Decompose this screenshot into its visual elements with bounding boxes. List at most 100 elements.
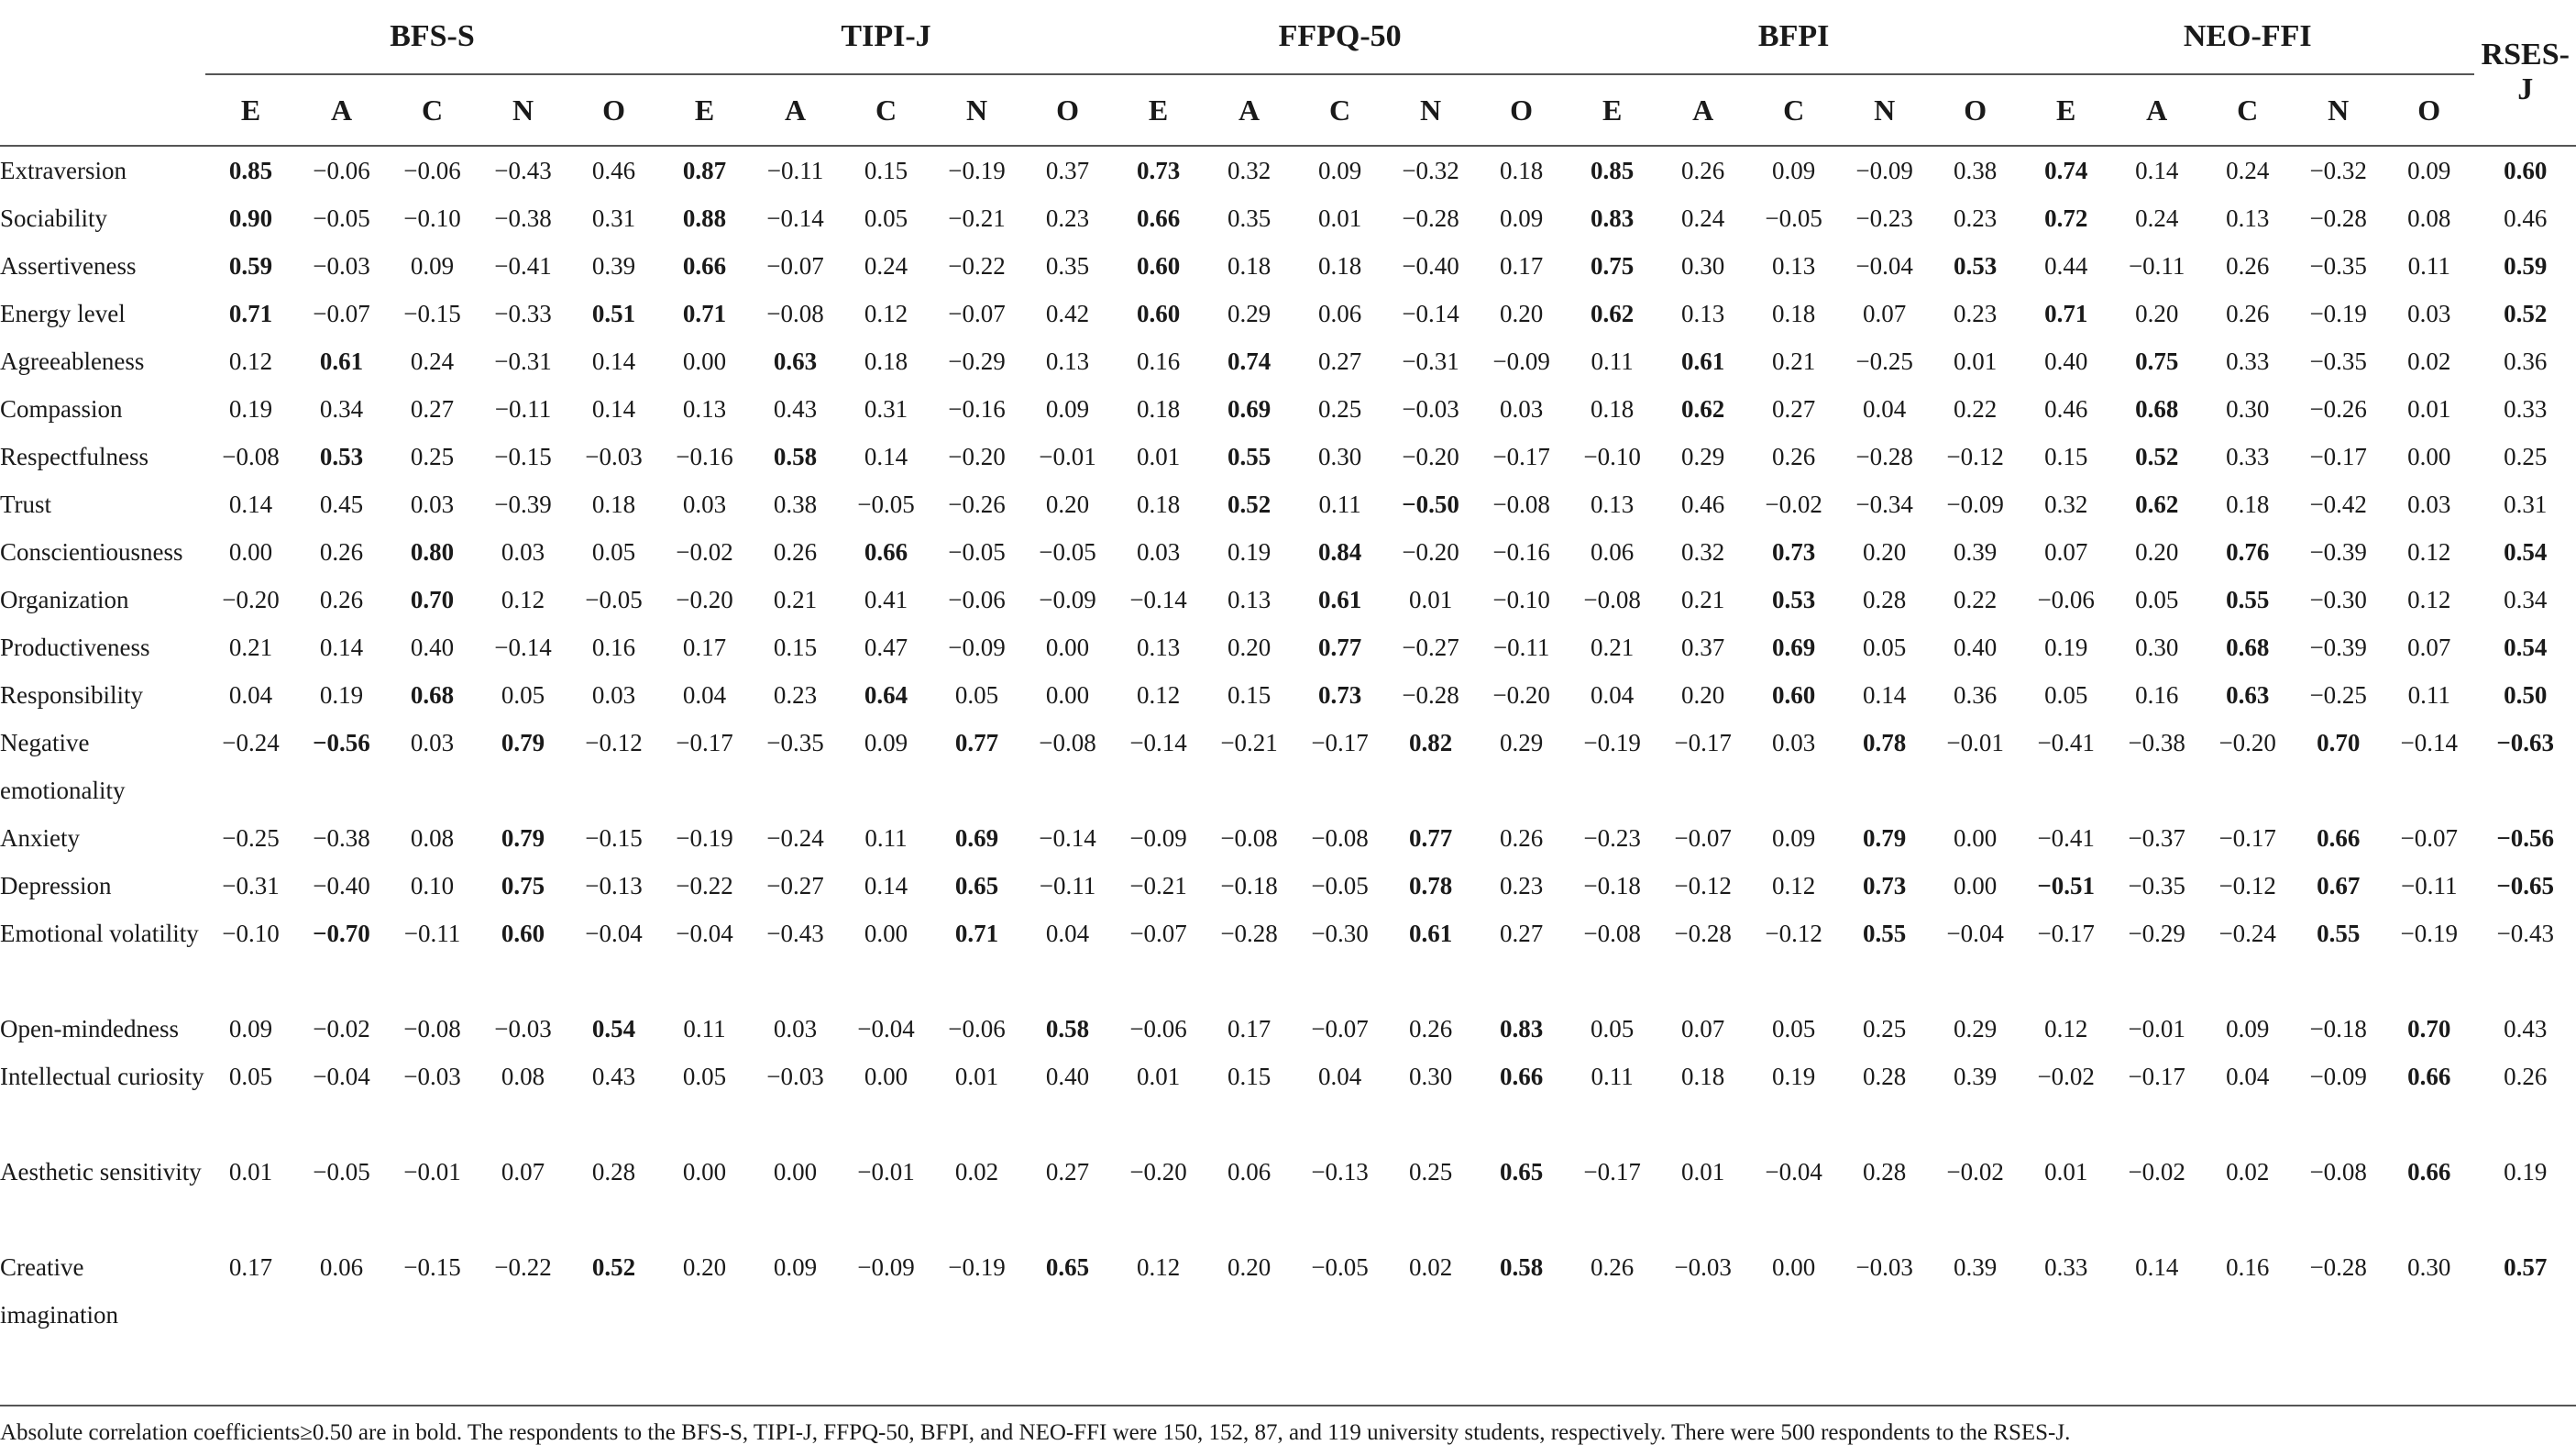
table-row: Open-mindedness 0.09 −0.02 −0.08 −0.03 0.54 0.… <box>0 1005 2576 1053</box>
table-row: Organization −0.20 0.26 0.70 0.12 −0.05 −0.20 0… <box>0 576 2576 623</box>
value-cell: −0.18 <box>2309 1015 2367 1042</box>
table-row: Extraversion 0.85 −0.06 −0.06 −0.43 0.46 0.87 −… <box>0 146 2576 194</box>
value-cell: −0.04 <box>585 920 643 947</box>
table-row: Intellectual curiosity 0.05 −0.04 −0.03 0.08… <box>0 1053 2576 1148</box>
value-cell: −0.05 <box>585 586 643 613</box>
value-cell: 0.46 <box>591 157 636 184</box>
value-cell: −0.16 <box>1492 538 1550 566</box>
value-cell: 0.77 <box>1317 634 1362 661</box>
value-cell: −0.51 <box>2037 872 2095 899</box>
value-cell: 0.04 <box>228 681 273 709</box>
value-cell: 0.13 <box>1227 586 1271 613</box>
value-cell: 0.09 <box>2226 1015 2270 1042</box>
value-cell: 0.25 <box>1863 1015 1907 1042</box>
value-cell: −0.06 <box>403 157 461 184</box>
value-cell: −0.04 <box>1765 1158 1822 1186</box>
value-cell: 0.29 <box>1954 1015 1998 1042</box>
value-cell: 0.30 <box>2135 634 2179 661</box>
value-cell: −0.20 <box>2218 729 2276 756</box>
value-cell: 0.29 <box>1499 729 1544 756</box>
value-cell: 0.13 <box>1591 491 1635 518</box>
value-cell: 0.70 <box>2317 729 2361 756</box>
value-cell: 0.23 <box>1045 204 1090 232</box>
table-body: Extraversion 0.85 −0.06 −0.06 −0.43 0.46 0.87 −… <box>0 146 2576 1346</box>
value-cell: 0.54 <box>591 1015 636 1042</box>
value-cell: 0.26 <box>1681 157 1725 184</box>
value-cell: 0.25 <box>410 443 455 470</box>
value-cell: −0.31 <box>1402 347 1459 375</box>
value-cell: 0.00 <box>1045 681 1090 709</box>
value-cell: 0.07 <box>1681 1015 1725 1042</box>
value-cell: 0.10 <box>410 872 455 899</box>
row-label: Agreeableness <box>0 347 145 375</box>
value-cell: −0.06 <box>948 586 1006 613</box>
row-label: Productiveness <box>0 634 150 661</box>
value-cell: −0.20 <box>1402 443 1459 470</box>
value-cell: −0.09 <box>1039 586 1096 613</box>
value-cell: 0.78 <box>1863 729 1907 756</box>
value-cell: 0.55 <box>2317 920 2361 947</box>
value-cell: 0.70 <box>410 586 455 613</box>
value-cell: 0.16 <box>1136 347 1181 375</box>
value-cell: 0.18 <box>864 347 908 375</box>
value-cell: −0.26 <box>948 491 1006 518</box>
value-cell: −0.32 <box>1402 157 1459 184</box>
value-cell: 0.13 <box>1681 300 1725 327</box>
value-cell: 0.14 <box>864 872 908 899</box>
value-cell: 0.71 <box>2044 300 2088 327</box>
value-cell: 0.06 <box>319 1253 364 1281</box>
corner-cell <box>0 0 205 147</box>
value-cell: −0.05 <box>313 1158 370 1186</box>
value-cell: 0.04 <box>1045 920 1090 947</box>
value-cell: 0.01 <box>1681 1158 1725 1186</box>
rses-value-cell: 0.52 <box>2504 300 2548 327</box>
row-label: Organization <box>0 586 129 613</box>
trait-header: A <box>296 74 387 147</box>
value-cell: 0.55 <box>2226 586 2270 613</box>
value-cell: 0.27 <box>410 395 455 423</box>
value-cell: 0.26 <box>319 538 364 566</box>
value-cell: −0.13 <box>585 872 643 899</box>
rses-header: RSES-J <box>2474 0 2576 147</box>
value-cell: 0.70 <box>2407 1015 2451 1042</box>
group-header-row: BFS-S TIPI-J FFPQ-50 BFPI NEO-FFI RSES-J <box>0 0 2576 147</box>
value-cell: 0.27 <box>1045 1158 1090 1186</box>
value-cell: −0.31 <box>494 347 552 375</box>
value-cell: 0.64 <box>864 681 908 709</box>
value-cell: 0.19 <box>1772 1063 1816 1090</box>
trait-header: E <box>659 74 751 147</box>
value-cell: −0.11 <box>2400 872 2458 899</box>
rses-value-cell: −0.43 <box>2496 920 2554 947</box>
value-cell: 0.03 <box>410 729 455 756</box>
value-cell: 0.44 <box>2044 252 2088 280</box>
value-cell: 0.11 <box>1591 1063 1634 1090</box>
value-cell: 0.14 <box>591 347 636 375</box>
value-cell: −0.15 <box>403 1253 461 1281</box>
value-cell: 0.17 <box>682 634 727 661</box>
table-row: Trust 0.14 0.45 0.03 −0.39 0.18 0.03 0.38 −0.05 −… <box>0 480 2576 528</box>
value-cell: −0.12 <box>1674 872 1732 899</box>
group-header: BFPI <box>1567 0 2021 75</box>
value-cell: −0.08 <box>766 300 824 327</box>
value-cell: 0.07 <box>501 1158 545 1186</box>
value-cell: −0.19 <box>2309 300 2367 327</box>
value-cell: −0.07 <box>948 300 1006 327</box>
value-cell: −0.03 <box>1855 1253 1913 1281</box>
value-cell: −0.25 <box>1855 347 1913 375</box>
value-cell: 0.28 <box>591 1158 636 1186</box>
value-cell: −0.20 <box>222 586 280 613</box>
value-cell: 0.06 <box>1317 300 1362 327</box>
value-cell: −0.01 <box>1039 443 1096 470</box>
value-cell: 0.12 <box>2044 1015 2088 1042</box>
value-cell: −0.35 <box>2128 872 2185 899</box>
value-cell: −0.13 <box>1311 1158 1369 1186</box>
value-cell: −0.27 <box>766 872 824 899</box>
rses-value-cell: 0.60 <box>2504 157 2548 184</box>
table-row: Productiveness 0.21 0.14 0.40 −0.14 0.16 0.17 0… <box>0 623 2576 671</box>
value-cell: 0.09 <box>864 729 908 756</box>
table-row: Sociability 0.90 −0.05 −0.10 −0.38 0.31 0.88 −0… <box>0 194 2576 242</box>
value-cell: −0.17 <box>1311 729 1369 756</box>
value-cell: −0.03 <box>1674 1253 1732 1281</box>
value-cell: 0.05 <box>1863 634 1907 661</box>
row-label: Aesthetic sensitivity <box>0 1158 202 1186</box>
